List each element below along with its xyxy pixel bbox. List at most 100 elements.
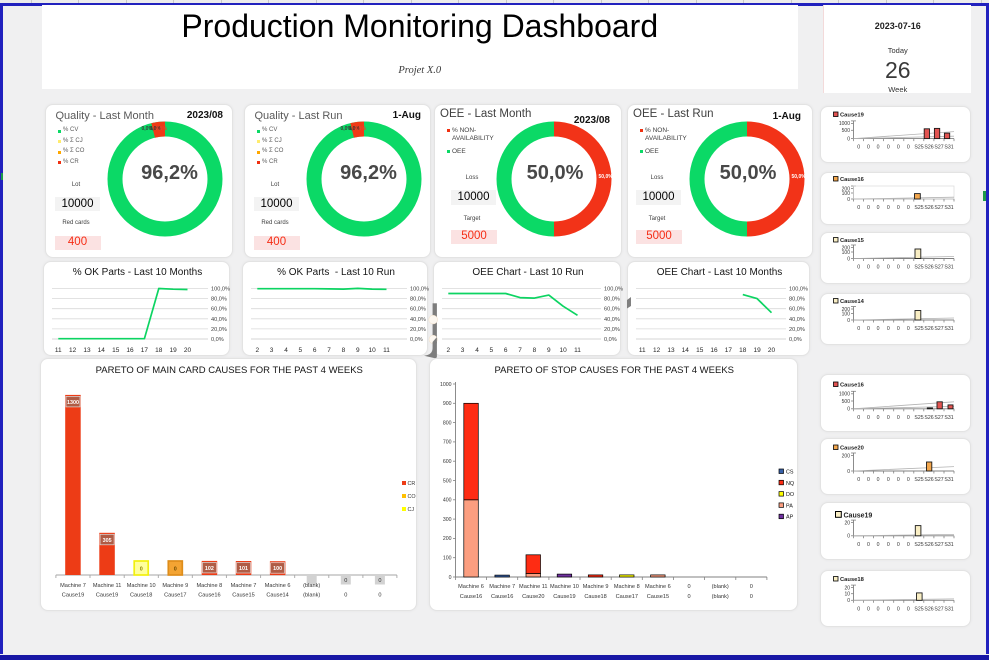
svg-text:S27: S27: [934, 542, 943, 548]
svg-text:Cause18: Cause18: [840, 577, 865, 583]
svg-text:100,0%: 100,0%: [211, 287, 230, 293]
svg-text:200: 200: [841, 186, 850, 192]
svg-text:0: 0: [847, 469, 850, 475]
svg-text:18: 18: [155, 347, 163, 354]
svg-text:S26: S26: [924, 606, 933, 612]
svg-text:AP: AP: [786, 515, 794, 521]
svg-text:100,0%: 100,0%: [410, 287, 429, 293]
svg-text:(blank): (blank): [303, 583, 320, 589]
svg-text:0: 0: [906, 414, 909, 420]
svg-text:S26: S26: [924, 326, 933, 332]
svg-text:0: 0: [847, 256, 850, 262]
svg-text:14: 14: [682, 347, 690, 354]
svg-text:S26: S26: [924, 145, 933, 151]
svg-text:0: 0: [876, 265, 879, 271]
svg-text:CO: CO: [407, 494, 415, 500]
svg-text:S27: S27: [934, 606, 943, 612]
svg-text:0: 0: [876, 145, 879, 151]
svg-text:DO: DO: [786, 492, 794, 498]
svg-text:Cause19: Cause19: [95, 593, 117, 599]
svg-text:Cause19: Cause19: [61, 593, 83, 599]
svg-text:0: 0: [857, 265, 860, 271]
svg-text:S25: S25: [914, 205, 923, 211]
svg-text:0: 0: [886, 606, 889, 612]
svg-text:305: 305: [102, 538, 111, 544]
svg-text:0: 0: [876, 205, 879, 211]
svg-text:0: 0: [876, 326, 879, 332]
svg-text:6: 6: [504, 347, 508, 354]
svg-text:10: 10: [559, 347, 567, 354]
svg-text:S27: S27: [934, 265, 943, 271]
svg-text:19: 19: [169, 347, 177, 354]
svg-text:14: 14: [98, 347, 106, 354]
svg-text:102: 102: [204, 566, 213, 572]
svg-text:40,0%: 40,0%: [789, 317, 805, 323]
svg-text:0,0%: 0,0%: [604, 337, 617, 343]
svg-text:0: 0: [896, 265, 899, 271]
svg-text:0: 0: [886, 205, 889, 211]
svg-text:S25: S25: [914, 542, 923, 548]
svg-text:80,0%: 80,0%: [604, 297, 620, 303]
svg-text:1000: 1000: [838, 391, 849, 397]
svg-text:Cause19: Cause19: [843, 512, 872, 519]
svg-text:40,0%: 40,0%: [604, 317, 620, 323]
svg-text:0: 0: [847, 406, 850, 412]
svg-text:8: 8: [342, 347, 346, 354]
svg-text:S31: S31: [944, 477, 953, 483]
svg-text:0: 0: [886, 542, 889, 548]
svg-text:0: 0: [857, 145, 860, 151]
svg-text:0: 0: [847, 598, 850, 604]
svg-text:0: 0: [847, 534, 850, 540]
svg-text:80,0%: 80,0%: [410, 297, 426, 303]
svg-text:60,0%: 60,0%: [604, 307, 620, 313]
svg-text:2: 2: [255, 347, 259, 354]
svg-text:0,0%: 0,0%: [410, 337, 423, 343]
svg-text:S31: S31: [944, 606, 953, 612]
svg-text:100: 100: [443, 556, 452, 562]
svg-text:20: 20: [184, 347, 192, 354]
svg-text:7: 7: [327, 347, 331, 354]
svg-text:Machine 11: Machine 11: [92, 583, 121, 589]
svg-text:18: 18: [739, 347, 747, 354]
svg-text:(blank): (blank): [712, 584, 729, 590]
svg-text:Cause16: Cause16: [460, 594, 482, 600]
svg-text:0: 0: [866, 477, 869, 483]
svg-text:0: 0: [857, 326, 860, 332]
svg-text:0: 0: [378, 593, 381, 599]
svg-text:200: 200: [841, 307, 850, 313]
svg-text:Machine 10: Machine 10: [550, 584, 579, 590]
svg-text:0: 0: [876, 542, 879, 548]
svg-text:Machine 9: Machine 9: [583, 584, 609, 590]
svg-text:0: 0: [896, 145, 899, 151]
svg-text:20,0%: 20,0%: [789, 327, 805, 333]
svg-text:11: 11: [55, 347, 62, 354]
svg-text:0: 0: [344, 578, 347, 584]
svg-text:8: 8: [533, 347, 537, 354]
svg-text:3: 3: [270, 347, 274, 354]
svg-text:4: 4: [475, 347, 479, 354]
svg-text:S25: S25: [914, 265, 923, 271]
svg-text:1000: 1000: [440, 382, 452, 388]
svg-text:S27: S27: [934, 205, 943, 211]
svg-text:0: 0: [857, 477, 860, 483]
svg-text:13: 13: [667, 347, 675, 354]
svg-text:100: 100: [273, 566, 282, 572]
svg-text:CR: CR: [407, 481, 415, 487]
svg-text:Cause16: Cause16: [840, 177, 865, 183]
svg-text:0: 0: [857, 606, 860, 612]
svg-text:S26: S26: [924, 265, 933, 271]
svg-text:20: 20: [844, 520, 850, 526]
svg-text:0: 0: [866, 145, 869, 151]
svg-text:S25: S25: [914, 145, 923, 151]
svg-text:Machine 7: Machine 7: [230, 583, 256, 589]
svg-text:0: 0: [896, 542, 899, 548]
svg-text:0: 0: [886, 477, 889, 483]
svg-text:4: 4: [284, 347, 288, 354]
svg-text:0: 0: [344, 593, 347, 599]
svg-text:12: 12: [69, 347, 77, 354]
svg-text:17: 17: [725, 347, 733, 354]
svg-text:Machine 11: Machine 11: [519, 584, 548, 590]
svg-text:0,0%: 0,0%: [789, 337, 802, 343]
svg-text:7: 7: [518, 347, 522, 354]
svg-text:200: 200: [443, 536, 452, 542]
